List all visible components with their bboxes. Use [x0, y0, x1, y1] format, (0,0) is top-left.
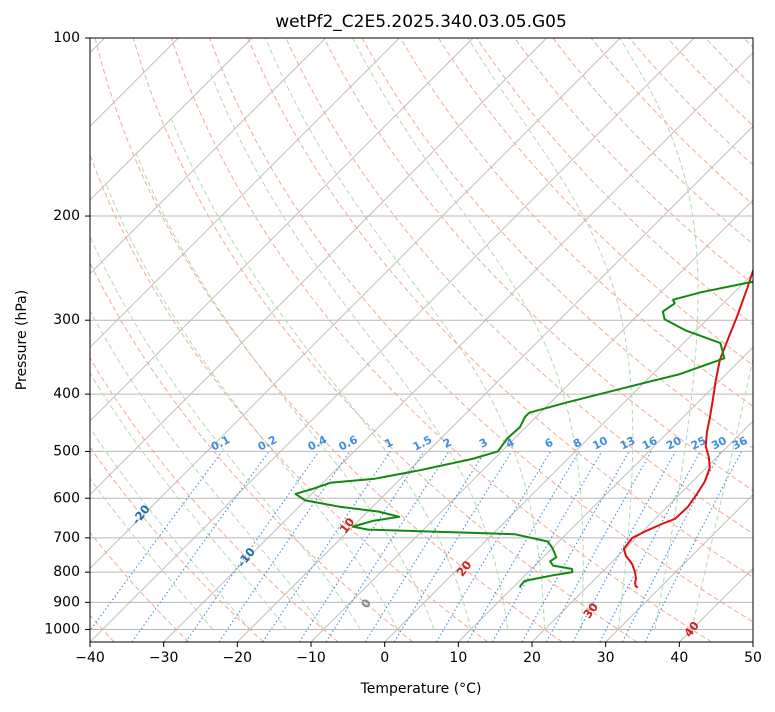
mixing-ratio-line — [326, 451, 449, 642]
moist-adiabat-line — [353, 38, 584, 630]
moist-adiabat-line — [105, 182, 397, 630]
mixing-ratio-label: 1.5 — [411, 433, 434, 453]
x-tick-label: 40 — [670, 650, 688, 666]
x-tick-label: 20 — [523, 650, 541, 666]
mixing-ratio-label: 0.6 — [337, 433, 361, 454]
moist-adiabat-line — [79, 210, 361, 630]
isotherm-line — [0, 38, 252, 642]
dry-adiabat-label: 20 — [454, 558, 475, 579]
y-tick-label: 600 — [53, 490, 80, 506]
isotherm-line — [311, 38, 775, 642]
y-tick-label: 1000 — [44, 621, 80, 637]
x-tick-label: 10 — [449, 650, 467, 666]
dry-adiabat-label: -20 — [129, 502, 153, 527]
mixing-ratio-line — [546, 451, 651, 642]
sounding-traces — [296, 38, 775, 588]
isotherm-line — [16, 38, 620, 642]
dry-adiabat-line — [19, 38, 413, 642]
isotherms — [0, 38, 775, 642]
dry-adiabat-label: -30 — [36, 463, 60, 488]
x-tick-label: −20 — [223, 650, 253, 666]
y-tick-label: 300 — [53, 312, 80, 328]
plot-area: -100-90-80-70-60-50-40-30-20-10010203040… — [0, 38, 775, 642]
mixing-ratio-lines — [82, 451, 742, 642]
y-tick-label: 500 — [53, 443, 80, 459]
y-axis-label: Pressure (hPa) — [14, 290, 30, 390]
pressure-gridlines — [90, 38, 753, 629]
moist-adiabat-line — [135, 151, 434, 630]
x-tick-label: −10 — [296, 650, 326, 666]
isotherm-line — [0, 38, 326, 642]
y-axis-ticks: 100 200 300 400 500 600 700 800 900 1000 — [44, 30, 90, 637]
dry-adiabat-line — [667, 38, 775, 642]
mixing-ratio-line — [468, 451, 580, 642]
mixing-ratio-line — [645, 451, 741, 642]
mixing-ratio-line — [600, 451, 700, 642]
x-tick-label: −30 — [149, 650, 179, 666]
moist-adiabat-line — [266, 38, 545, 630]
y-tick-label: 900 — [53, 594, 80, 610]
dry-adiabat-label: 0 — [358, 596, 374, 611]
mixing-ratio-label: 3 — [477, 436, 490, 451]
y-tick-label: 400 — [53, 386, 80, 402]
mixing-ratio-label: 13 — [618, 434, 638, 453]
isotherm-line — [0, 38, 547, 642]
isotherm-line — [753, 38, 775, 642]
plot-frame — [90, 38, 753, 642]
y-tick-label: 200 — [53, 208, 80, 224]
mixing-ratio-label: 16 — [640, 434, 660, 453]
dry-adiabat-line — [438, 38, 775, 642]
dry-adiabat-line — [591, 38, 775, 642]
dry-adiabat-line — [133, 38, 637, 642]
dry-adiabat-line — [0, 38, 338, 642]
mixing-ratio-line — [82, 451, 222, 642]
chart-title: wetPf2_C2E5.2025.340.03.05.G05 — [275, 12, 567, 32]
moist-adiabat-line — [0, 298, 213, 630]
mixing-ratio-label: 6 — [543, 436, 556, 451]
x-tick-label: −40 — [75, 650, 105, 666]
mixing-ratio-label: 0.2 — [256, 433, 279, 453]
dry-adiabat-line — [553, 38, 775, 642]
mixing-ratio-label: 30 — [709, 434, 729, 453]
moist-adiabats — [0, 38, 775, 630]
moist-adiabat-line — [692, 38, 775, 630]
y-tick-label: 800 — [53, 564, 80, 580]
x-tick-label: 0 — [380, 650, 389, 666]
dry-adiabat-line — [286, 38, 775, 642]
dry-adiabats — [0, 38, 775, 642]
dry-adiabat-line — [706, 38, 775, 642]
mixing-ratio-label: 10 — [590, 434, 610, 453]
mixing-ratio-line — [436, 451, 550, 642]
dewpoint-line — [296, 38, 775, 588]
dry-adiabat-line — [57, 38, 488, 642]
x-axis-ticks: −40 −30 −20 −10 0 10 20 30 40 50 — [75, 642, 762, 666]
dry-adiabat-label: 30 — [580, 600, 601, 621]
moist-adiabat-line — [55, 235, 324, 630]
x-axis-label: Temperature (°C) — [360, 681, 482, 697]
moist-adiabat-line — [468, 38, 633, 630]
dry-adiabat-line — [0, 38, 264, 642]
isotherm-line — [385, 38, 775, 642]
isotherm-line — [90, 38, 694, 642]
temperature-line — [624, 38, 775, 588]
mixing-ratio-label: 20 — [664, 434, 684, 453]
x-tick-label: 30 — [597, 650, 615, 666]
x-tick-label: 50 — [744, 650, 762, 666]
isotherm-line — [532, 38, 775, 642]
moist-adiabat-line — [211, 74, 508, 630]
y-tick-label: 100 — [53, 30, 80, 46]
dry-adiabat-line — [744, 38, 775, 642]
isotherm-line — [0, 38, 399, 642]
mixing-ratio-line — [219, 451, 350, 642]
y-tick-label: 700 — [53, 530, 80, 546]
